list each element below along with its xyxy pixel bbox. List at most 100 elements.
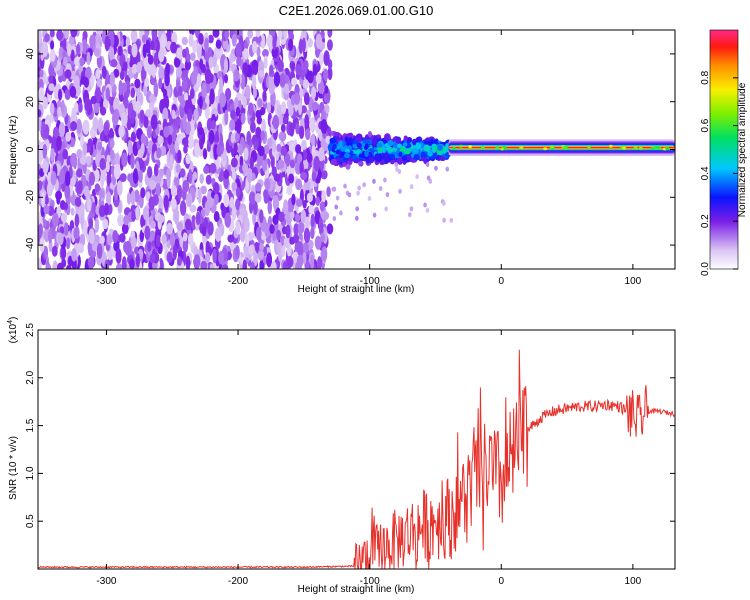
heatmap-cell xyxy=(42,160,49,175)
heatmap-cell xyxy=(327,30,333,38)
heatmap-cell xyxy=(117,214,124,227)
heatmap-cell xyxy=(302,199,307,209)
y-tick-label: 0 xyxy=(25,146,36,152)
heatmap-cell xyxy=(271,141,277,153)
heatmap-cell xyxy=(144,225,151,240)
heatmap-cell xyxy=(163,194,169,211)
heatmap-cell xyxy=(177,149,182,164)
heatmap-cell xyxy=(345,163,351,170)
heatmap-cell xyxy=(242,163,249,174)
heatmap-cell xyxy=(665,146,670,150)
heatmap-cell xyxy=(82,30,88,40)
heatmap-cell xyxy=(162,95,170,110)
heatmap-cell xyxy=(181,70,188,82)
heatmap-cell xyxy=(310,213,315,228)
heatmap-cell xyxy=(67,43,72,57)
heatmap-cell xyxy=(439,156,446,162)
heatmap-cell xyxy=(177,256,182,267)
heatmap-cell xyxy=(257,250,264,260)
heatmap-cell xyxy=(239,207,246,216)
heatmap-cell xyxy=(117,45,123,57)
heatmap-cell xyxy=(185,255,191,269)
heatmap-cell xyxy=(85,155,92,165)
heatmap-cell xyxy=(119,232,126,243)
heatmap-cell xyxy=(49,102,55,116)
heatmap-cell xyxy=(202,148,208,160)
heatmap-cell xyxy=(63,202,68,211)
heatmap-cell xyxy=(193,254,201,269)
heatmap-cell xyxy=(210,119,216,130)
heatmap-cell xyxy=(324,85,329,94)
heatmap-cell xyxy=(266,34,273,49)
heatmap-cell xyxy=(145,109,152,119)
heatmap-cell xyxy=(224,109,229,126)
snr-plot-area xyxy=(38,330,675,569)
heatmap-cell xyxy=(42,96,48,110)
heatmap-cell xyxy=(187,134,194,149)
heatmap-cell xyxy=(372,178,376,184)
heatmap-cell xyxy=(132,168,139,184)
heatmap-cell xyxy=(189,204,197,213)
heatmap-cell xyxy=(313,155,321,172)
heatmap-cell xyxy=(172,244,178,261)
heatmap-cell xyxy=(64,170,71,187)
heatmap-cell xyxy=(302,252,307,265)
figure-title: C2E1.2026.069.01.00.G10 xyxy=(279,3,434,18)
heatmap-cell xyxy=(219,132,224,147)
heatmap-cell xyxy=(252,200,258,216)
heatmap-cell xyxy=(243,216,250,233)
heatmap-cell xyxy=(246,131,252,146)
heatmap-cell xyxy=(251,74,257,90)
heatmap-cell xyxy=(120,82,127,93)
heatmap-cell xyxy=(390,159,395,165)
heatmap-cell xyxy=(549,145,554,149)
heatmap-cell xyxy=(245,85,251,100)
heatmap-cell xyxy=(318,146,325,162)
heatmap-cell xyxy=(280,123,286,133)
heatmap-cell xyxy=(99,235,105,244)
heatmap-cell xyxy=(150,220,156,229)
heatmap-cell xyxy=(141,34,147,44)
heatmap-cell xyxy=(91,202,96,213)
heatmap-cell xyxy=(263,144,270,155)
heatmap-cell xyxy=(181,36,188,46)
y-tick-label: 20 xyxy=(25,96,36,108)
heatmap-cell xyxy=(301,139,307,151)
heatmap-cell xyxy=(38,180,43,191)
heatmap-cell xyxy=(176,184,183,200)
heatmap-cell xyxy=(130,190,136,206)
heatmap-cell xyxy=(101,65,107,79)
heatmap-cell xyxy=(255,30,261,38)
heatmap-cell xyxy=(158,168,165,178)
heatmap-cell xyxy=(207,34,214,44)
x-tick-label: -100 xyxy=(360,576,380,587)
heatmap-cell xyxy=(147,241,152,252)
heatmap-cell xyxy=(219,76,224,93)
heatmap-cell xyxy=(383,152,390,160)
heatmap-cell xyxy=(388,153,396,160)
heatmap-cell xyxy=(158,77,163,90)
heatmap-cell xyxy=(259,209,264,224)
heatmap-cell xyxy=(183,145,188,154)
heatmap-cell xyxy=(43,226,50,243)
heatmap-cell xyxy=(228,199,234,208)
heatmap-cell xyxy=(395,166,399,172)
heatmap-cell xyxy=(656,145,661,149)
heatmap-cell xyxy=(304,114,310,128)
heatmap-cell xyxy=(283,30,288,40)
heatmap-cell xyxy=(187,108,193,122)
heatmap-cell xyxy=(167,133,173,145)
heatmap-cell xyxy=(63,222,69,236)
heatmap-cell xyxy=(98,189,105,199)
heatmap-cell xyxy=(295,123,300,135)
heatmap-cell xyxy=(638,146,643,150)
heatmap-cell xyxy=(272,114,279,130)
heatmap-cell xyxy=(150,40,155,51)
heatmap-cell xyxy=(303,180,311,191)
heatmap-cell xyxy=(208,56,214,69)
heatmap-cell xyxy=(347,192,352,198)
heatmap-x-ticks: -300 -200 -100 0 100 xyxy=(96,30,642,287)
heatmap-cell xyxy=(65,237,71,250)
heatmap-cell xyxy=(193,108,199,122)
heatmap-cell xyxy=(284,83,289,95)
